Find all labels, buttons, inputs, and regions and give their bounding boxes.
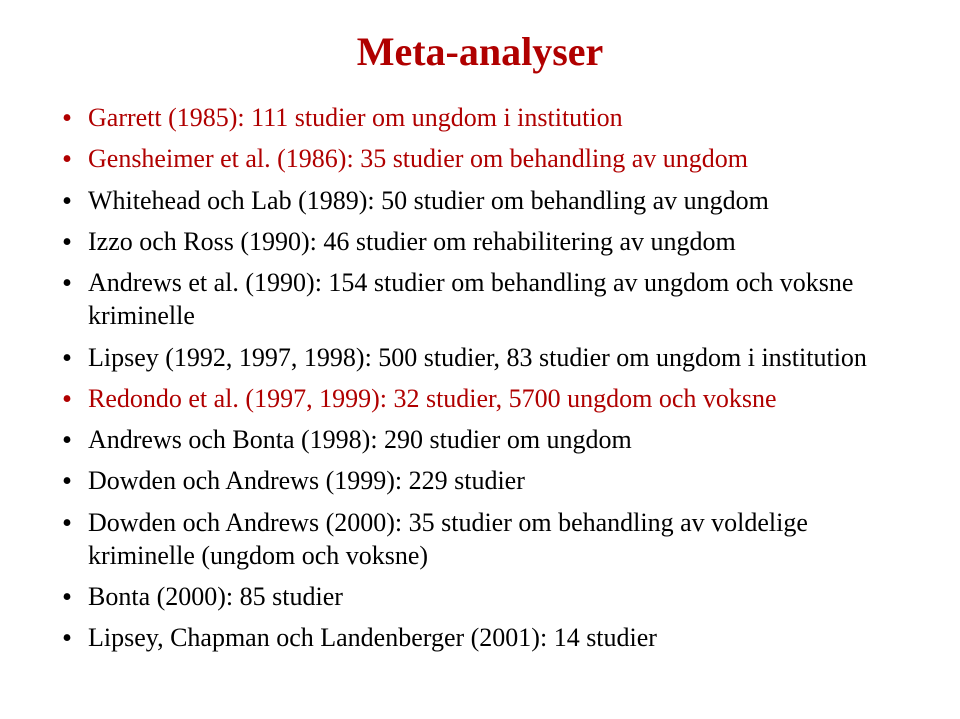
- bullet-text: Garrett (1985): 111 studier om ungdom i …: [88, 103, 623, 132]
- slide: Meta-analyser Garrett (1985): 111 studie…: [0, 0, 960, 719]
- bullet-item: Andrews et al. (1990): 154 studier om be…: [60, 266, 900, 333]
- bullet-text: Whitehead och Lab (1989): 50 studier om …: [88, 186, 769, 215]
- bullet-text: Andrews et al. (1990): 154 studier om be…: [88, 268, 853, 330]
- slide-title: Meta-analyser: [60, 28, 900, 75]
- bullet-text: Lipsey (1992, 1997, 1998): 500 studier, …: [88, 343, 867, 372]
- bullet-text: Lipsey, Chapman och Landenberger (2001):…: [88, 623, 657, 652]
- bullet-text: Andrews och Bonta (1998): 290 studier om…: [88, 425, 632, 454]
- bullet-list: Garrett (1985): 111 studier om ungdom i …: [60, 101, 900, 655]
- bullet-text: Izzo och Ross (1990): 46 studier om reha…: [88, 227, 736, 256]
- bullet-item: Gensheimer et al. (1986): 35 studier om …: [60, 142, 900, 175]
- bullet-item: Bonta (2000): 85 studier: [60, 580, 900, 613]
- bullet-text: Gensheimer et al. (1986): 35 studier om …: [88, 144, 748, 173]
- bullet-text: Dowden och Andrews (1999): 229 studier: [88, 466, 525, 495]
- bullet-text: Redondo et al. (1997, 1999): 32 studier,…: [88, 384, 777, 413]
- bullet-item: Dowden och Andrews (1999): 229 studier: [60, 464, 900, 497]
- bullet-item: Izzo och Ross (1990): 46 studier om reha…: [60, 225, 900, 258]
- bullet-text: Dowden och Andrews (2000): 35 studier om…: [88, 508, 808, 570]
- bullet-item: Whitehead och Lab (1989): 50 studier om …: [60, 184, 900, 217]
- bullet-item: Dowden och Andrews (2000): 35 studier om…: [60, 506, 900, 573]
- bullet-item: Redondo et al. (1997, 1999): 32 studier,…: [60, 382, 900, 415]
- bullet-item: Andrews och Bonta (1998): 290 studier om…: [60, 423, 900, 456]
- bullet-item: Lipsey, Chapman och Landenberger (2001):…: [60, 621, 900, 654]
- bullet-item: Lipsey (1992, 1997, 1998): 500 studier, …: [60, 341, 900, 374]
- bullet-text: Bonta (2000): 85 studier: [88, 582, 343, 611]
- bullet-item: Garrett (1985): 111 studier om ungdom i …: [60, 101, 900, 134]
